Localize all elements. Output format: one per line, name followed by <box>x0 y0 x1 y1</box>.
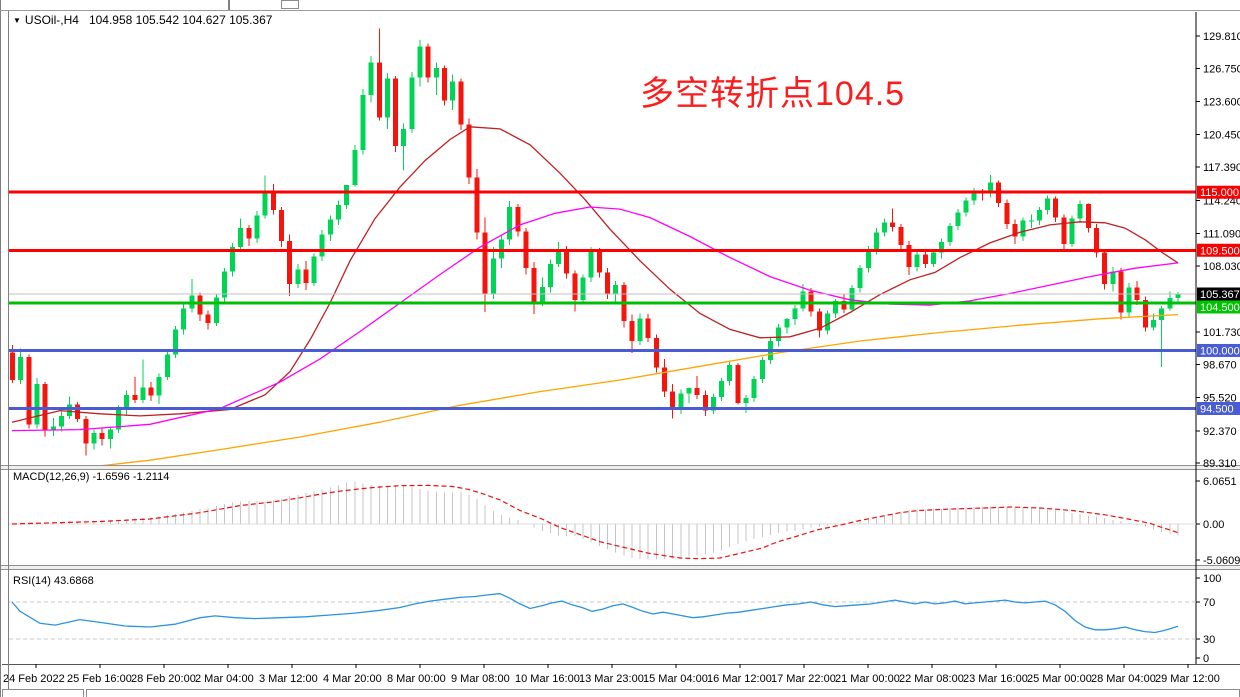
time-tick-label: 4 Mar 20:00 <box>323 673 382 685</box>
panel-frames <box>0 12 1240 665</box>
candles-layer <box>10 28 1181 456</box>
price-badge-label: 115.000 <box>1200 187 1239 199</box>
chart-left-border <box>8 11 9 689</box>
macd-histogram <box>12 481 1179 560</box>
price-badge-109.500: 109.500 <box>1197 243 1240 257</box>
price-tick-label: 126.750 <box>1203 63 1240 75</box>
time-tick-label: 22 Mar 08:00 <box>899 673 964 685</box>
macd-axis-label: 0.00 <box>1203 519 1224 531</box>
macd-axis-label: -5.0609 <box>1203 555 1240 567</box>
title-ohlc-values: 104.958 105.542 104.627 105.367 <box>88 13 273 27</box>
rsi-axis-label: 100 <box>1203 573 1221 585</box>
rsi-panel[interactable] <box>9 593 1196 640</box>
ma-mid-line <box>11 206 1179 432</box>
time-tick-label: 15 Mar 04:00 <box>643 673 708 685</box>
terminal-panel-edge <box>86 689 1240 697</box>
time-tick-label: 23 Mar 16:00 <box>963 673 1028 685</box>
price-badge-label: 104.500 <box>1200 302 1240 314</box>
time-tick-label: 8 Mar 00:00 <box>387 673 446 685</box>
price-badge-label: 100.000 <box>1200 345 1240 357</box>
price-tick-label: 95.520 <box>1203 393 1237 405</box>
price-tick-label: 123.600 <box>1203 97 1240 109</box>
rsi-line <box>11 593 1179 634</box>
price-tick-label: 101.730 <box>1203 327 1240 339</box>
time-tick-label: 28 Mar 04:00 <box>1091 673 1156 685</box>
macd-panel[interactable] <box>9 481 1196 560</box>
price-tick-label: 117.390 <box>1203 162 1240 174</box>
price-tick-label: 98.670 <box>1203 360 1237 372</box>
rsi-axis-label: 0 <box>1203 653 1209 665</box>
window-top-border <box>0 10 1240 11</box>
ma-fast-line <box>11 126 1179 423</box>
chart-title: ▼ USOil-,H4 104.958 105.542 104.627 105.36… <box>13 13 272 27</box>
rsi-axis-label: 30 <box>1203 634 1215 646</box>
price-badge-94.500: 94.500 <box>1197 401 1240 415</box>
rsi-axis-label: 70 <box>1203 597 1215 609</box>
indicator-axes[interactable]: 6.0651 0.00 -5.0609 100 70 30 0 <box>1196 476 1240 665</box>
time-tick-label: 25 Mar 00:00 <box>1027 673 1092 685</box>
time-tick-label: 25 Feb 16:00 <box>67 673 132 685</box>
window-left-border <box>0 0 1 697</box>
price-tick-label: 89.310 <box>1203 458 1237 470</box>
macd-signal-line <box>11 484 1179 560</box>
rsi-indicator-label: RSI(14) 43.6868 <box>13 575 94 587</box>
time-tick-label: 10 Mar 16:00 <box>515 673 580 685</box>
chart-annotation-text: 多空转折点104.5 <box>640 75 906 113</box>
price-tick-label: 111.090 <box>1203 228 1240 240</box>
price-tick-label: 108.030 <box>1203 261 1240 273</box>
time-tick-label: 16 Mar 12:00 <box>707 673 772 685</box>
price-tick-label: 120.450 <box>1203 130 1240 142</box>
ma-slow-line <box>102 313 1179 465</box>
collapse-triangle-icon[interactable]: ▼ <box>13 16 21 25</box>
price-badge-105.367: 105.367 <box>1197 287 1240 301</box>
time-axis[interactable]: 24 Feb 2022 25 Feb 16:00 28 Feb 20:00 2 Mar… <box>3 664 1220 685</box>
macd-axis-label: 6.0651 <box>1203 476 1237 488</box>
price-badge-115.000: 115.000 <box>1197 185 1240 199</box>
chart-tab[interactable] <box>2 689 84 697</box>
time-tick-label: 24 Feb 2022 <box>3 673 65 685</box>
symbol-period-label: USOil-,H4 <box>24 13 79 27</box>
price-badge-label: 105.367 <box>1200 289 1240 301</box>
toolbar-separator-mark <box>228 0 230 10</box>
time-tick-label: 21 Mar 00:00 <box>835 673 900 685</box>
time-tick-label: 13 Mar 23:00 <box>579 673 644 685</box>
price-badge-label: 94.500 <box>1200 403 1234 415</box>
price-badge-104.500: 104.500 <box>1197 300 1240 314</box>
time-tick-label: 17 Mar 22:00 <box>771 673 836 685</box>
time-tick-label: 2 Mar 04:00 <box>195 673 254 685</box>
time-tick-label: 28 Feb 20:00 <box>131 673 196 685</box>
time-tick-label: 29 Mar 12:00 <box>1155 673 1220 685</box>
price-badge-label: 109.500 <box>1200 245 1240 257</box>
price-tick-label: 92.370 <box>1203 426 1237 438</box>
macd-indicator-label: MACD(12,26,9) -1.6596 -1.2114 <box>13 471 170 483</box>
price-badge-100.000: 100.000 <box>1197 343 1240 357</box>
time-tick-label: 9 Mar 08:00 <box>451 673 510 685</box>
main-price-panel[interactable] <box>9 28 1196 468</box>
price-tick-label: 129.810 <box>1203 31 1240 43</box>
toolbar-fragment <box>281 0 299 9</box>
time-tick-label: 3 Mar 12:00 <box>259 673 318 685</box>
price-axis[interactable]: 129.810126.750123.600120.450117.390114.2… <box>1196 31 1240 470</box>
